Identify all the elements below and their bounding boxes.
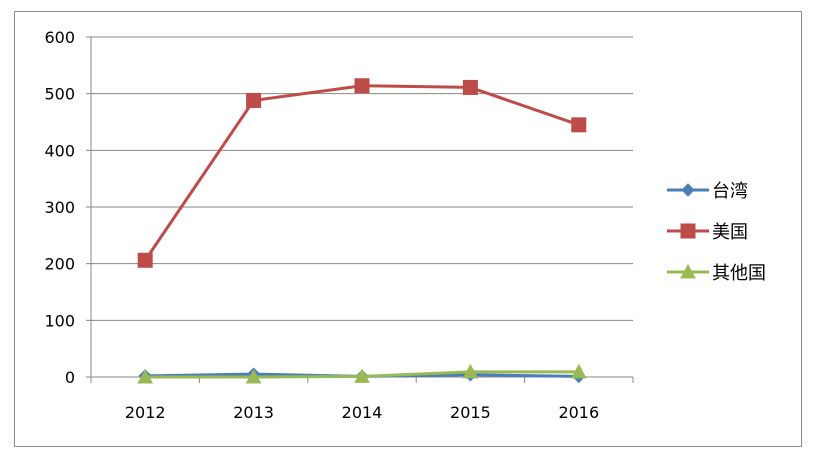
data-point	[245, 368, 262, 384]
legend-label: 美国	[712, 222, 748, 243]
data-point	[137, 252, 153, 268]
y-tick-label: 300	[44, 198, 75, 217]
x-tick-label: 2015	[450, 403, 491, 422]
legend-marker	[681, 183, 695, 197]
x-tick-label: 2013	[233, 403, 274, 422]
data-point	[462, 79, 478, 95]
y-tick-labels: 0 100 200 300 400 500 600	[44, 28, 75, 387]
data-point	[246, 92, 262, 108]
data-point	[571, 117, 587, 133]
x-tick-label: 2014	[342, 403, 383, 422]
legend-marker	[680, 223, 696, 239]
data-point	[462, 363, 479, 379]
data-point	[354, 368, 370, 383]
y-tick-label: 500	[44, 85, 75, 104]
x-tick-label: 2012	[125, 403, 166, 422]
legend-label: 其他国	[712, 263, 766, 284]
series-line	[143, 84, 580, 262]
y-tick-label: 100	[44, 311, 75, 330]
legend-label: 台湾	[712, 181, 748, 202]
data-point	[137, 368, 154, 384]
y-tick-label: 400	[44, 141, 75, 160]
y-tick-label: 200	[44, 255, 75, 274]
y-tick-label: 600	[44, 28, 75, 47]
x-tick-label: 2016	[558, 403, 599, 422]
data-point	[354, 78, 370, 94]
series-group	[137, 78, 587, 384]
legend-marker	[680, 263, 696, 279]
y-tick-label: 0	[65, 368, 75, 387]
x-tick-labels: 2012 2013 2014 2015 2016	[125, 403, 599, 422]
data-point	[570, 363, 587, 379]
